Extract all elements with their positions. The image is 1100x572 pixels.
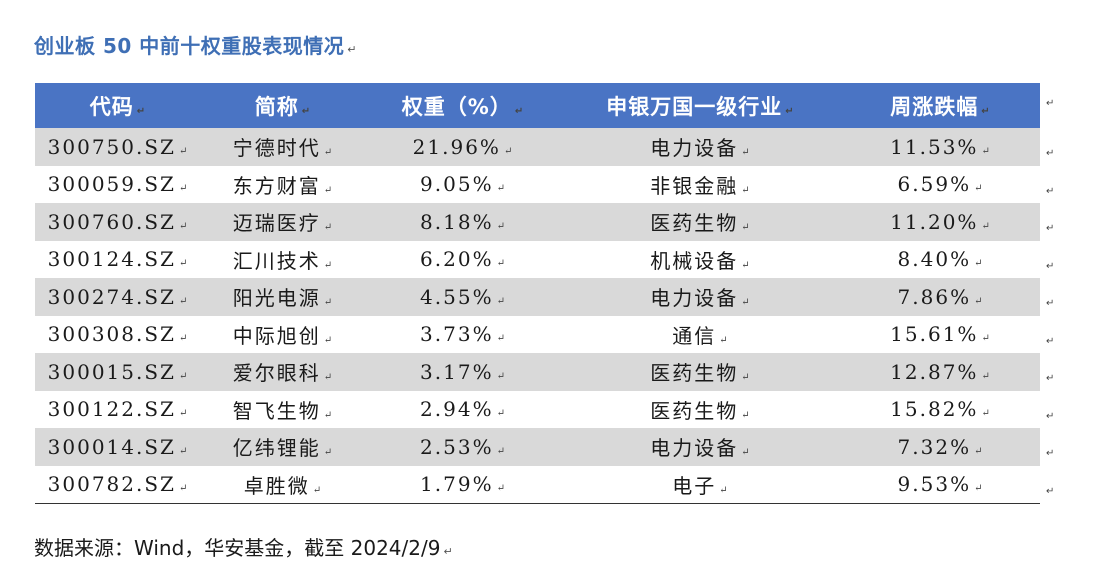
cell-weight: 2.53% ↵	[365, 428, 560, 466]
cell-industry: 通信 ↵	[672, 323, 728, 348]
cell-industry: 医药生物 ↵	[560, 203, 840, 241]
page-title: 创业板 50 中前十权重股表现情况 ↵	[34, 30, 357, 59]
header-weekly-change: 周涨跌幅 ↵	[840, 83, 1040, 128]
row-end-mark-icon: ↵	[1046, 298, 1055, 309]
cell-code: 300059.SZ ↵	[47, 172, 188, 197]
cell-weekly-change: 15.82% ↵	[890, 397, 990, 422]
cell-weekly-change: 9.53% ↵	[840, 465, 1040, 504]
cell-weight: 1.79% ↵	[365, 465, 560, 504]
cell-name: 宁德时代 ↵	[200, 128, 365, 166]
cell-weight: 3.73% ↵	[420, 322, 505, 347]
header-code: 代码 ↵	[35, 83, 200, 128]
table-row: 300122.SZ ↵ 智飞生物 ↵ 2.94% ↵ 医药生物 ↵ 15.82% ↵	[35, 391, 1040, 429]
row-end-mark-icon: ↵	[1046, 223, 1055, 234]
table-row: 300308.SZ ↵ 中际旭创 ↵ 3.73% ↵ 通信 ↵ 15.61% ↵	[35, 316, 1040, 354]
cell-weekly-change: 6.59% ↵	[897, 172, 983, 197]
cell-weight: 8.18% ↵	[365, 203, 560, 241]
cell-industry: 电力设备 ↵	[560, 428, 840, 466]
row-end-mark-icon: ↵	[1046, 336, 1055, 347]
cell-weight: 6.20% ↵	[420, 247, 505, 272]
table-row: 300782.SZ ↵ 卓胜微 ↵ 1.79% ↵ 电子 ↵ 9.53% ↵	[35, 465, 1040, 504]
cell-weekly-change: 11.53% ↵	[840, 128, 1040, 166]
cell-weekly-change: 11.20% ↵	[840, 203, 1040, 241]
cell-code: 300750.SZ ↵	[35, 128, 200, 166]
holdings-table: 代码 ↵ 简称 ↵ 权重（%） ↵ 申银万国一级行业 ↵ 周涨跌幅 ↵ 300750.SZ…	[35, 83, 1040, 504]
cell-code: 300782.SZ ↵	[35, 465, 200, 504]
row-end-mark-icon: ↵	[1046, 411, 1055, 422]
cell-name: 迈瑞医疗 ↵	[200, 203, 365, 241]
table-row: 300274.SZ ↵ 阳光电源 ↵ 4.55% ↵ 电力设备 ↵ 7.86% ↵	[35, 278, 1040, 316]
cell-industry: 机械设备 ↵	[650, 248, 750, 273]
row-end-mark-icon: ↵	[1046, 448, 1055, 459]
cell-code: 300014.SZ ↵	[35, 428, 200, 466]
row-end-mark-icon: ↵	[1046, 148, 1055, 159]
row-end-mark-icon: ↵	[1046, 261, 1055, 272]
cell-name: 中际旭创 ↵	[232, 323, 333, 348]
cell-weekly-change: 7.32% ↵	[840, 428, 1040, 466]
paragraph-mark-icon: ↵	[443, 545, 453, 558]
cell-industry: 电子 ↵	[560, 465, 840, 504]
cell-weekly-change: 15.61% ↵	[890, 322, 990, 347]
cell-code: 300274.SZ ↵	[35, 278, 200, 316]
paragraph-mark-icon: ↵	[347, 43, 357, 56]
data-source-text: 数据来源：Wind，华安基金，截至 2024/2/9	[34, 536, 441, 560]
table-row: 300014.SZ ↵ 亿纬锂能 ↵ 2.53% ↵ 电力设备 ↵ 7.32% ↵	[35, 428, 1040, 466]
cell-weekly-change: 7.86% ↵	[840, 278, 1040, 316]
cell-weekly-change: 8.40% ↵	[897, 247, 983, 272]
cell-industry: 医药生物 ↵	[560, 353, 840, 391]
cell-weight: 4.55% ↵	[365, 278, 560, 316]
table-row: 300015.SZ ↵ 爱尔眼科 ↵ 3.17% ↵ 医药生物 ↵ 12.87% ↵	[35, 353, 1040, 391]
cell-name: 汇川技术 ↵	[232, 248, 333, 273]
cell-name: 智飞生物 ↵	[232, 398, 333, 423]
table-row: 300059.SZ ↵ 东方财富 ↵ 9.05% ↵ 非银金融 ↵ 6.59% ↵	[35, 166, 1040, 204]
cell-code: 300308.SZ ↵	[47, 322, 188, 347]
table-header-row: 代码 ↵ 简称 ↵ 权重（%） ↵ 申银万国一级行业 ↵ 周涨跌幅 ↵	[35, 83, 1040, 128]
cell-name: 亿纬锂能 ↵	[200, 428, 365, 466]
cell-code: 300122.SZ ↵	[47, 397, 188, 422]
row-end-mark-icon: ↵	[1046, 486, 1055, 497]
cell-weekly-change: 12.87% ↵	[840, 353, 1040, 391]
data-source-note: 数据来源：Wind，华安基金，截至 2024/2/9 ↵	[34, 532, 453, 561]
cell-industry: 电力设备 ↵	[560, 128, 840, 166]
table-row: 300760.SZ ↵ 迈瑞医疗 ↵ 8.18% ↵ 医药生物 ↵ 11.20% ↵	[35, 203, 1040, 241]
table-row: 300750.SZ ↵ 宁德时代 ↵ 21.96% ↵ 电力设备 ↵ 11.53% ↵	[35, 128, 1040, 166]
row-end-mark-icon: ↵	[1046, 373, 1055, 384]
page-title-text: 创业板 50 中前十权重股表现情况	[34, 34, 345, 58]
row-end-mark-icon: ↵	[1046, 98, 1055, 109]
cell-name: 卓胜微 ↵	[200, 465, 365, 504]
cell-code: 300124.SZ ↵	[47, 247, 188, 272]
header-weight: 权重（%） ↵	[365, 83, 560, 128]
cell-name: 东方财富 ↵	[232, 173, 333, 198]
cell-weight: 9.05% ↵	[420, 172, 505, 197]
header-name: 简称 ↵	[200, 83, 365, 128]
cell-code: 300760.SZ ↵	[35, 203, 200, 241]
header-industry: 申银万国一级行业 ↵	[560, 83, 840, 128]
cell-name: 阳光电源 ↵	[200, 278, 365, 316]
table-row: 300124.SZ ↵ 汇川技术 ↵ 6.20% ↵ 机械设备 ↵ 8.40% ↵	[35, 241, 1040, 279]
cell-name: 爱尔眼科 ↵	[200, 353, 365, 391]
cell-industry: 医药生物 ↵	[650, 398, 750, 423]
cell-weight: 2.94% ↵	[420, 397, 505, 422]
row-end-mark-icon: ↵	[1046, 186, 1055, 197]
cell-industry: 电力设备 ↵	[560, 278, 840, 316]
cell-weight: 21.96% ↵	[365, 128, 560, 166]
cell-code: 300015.SZ ↵	[35, 353, 200, 391]
cell-industry: 非银金融 ↵	[650, 173, 750, 198]
cell-weight: 3.17% ↵	[365, 353, 560, 391]
